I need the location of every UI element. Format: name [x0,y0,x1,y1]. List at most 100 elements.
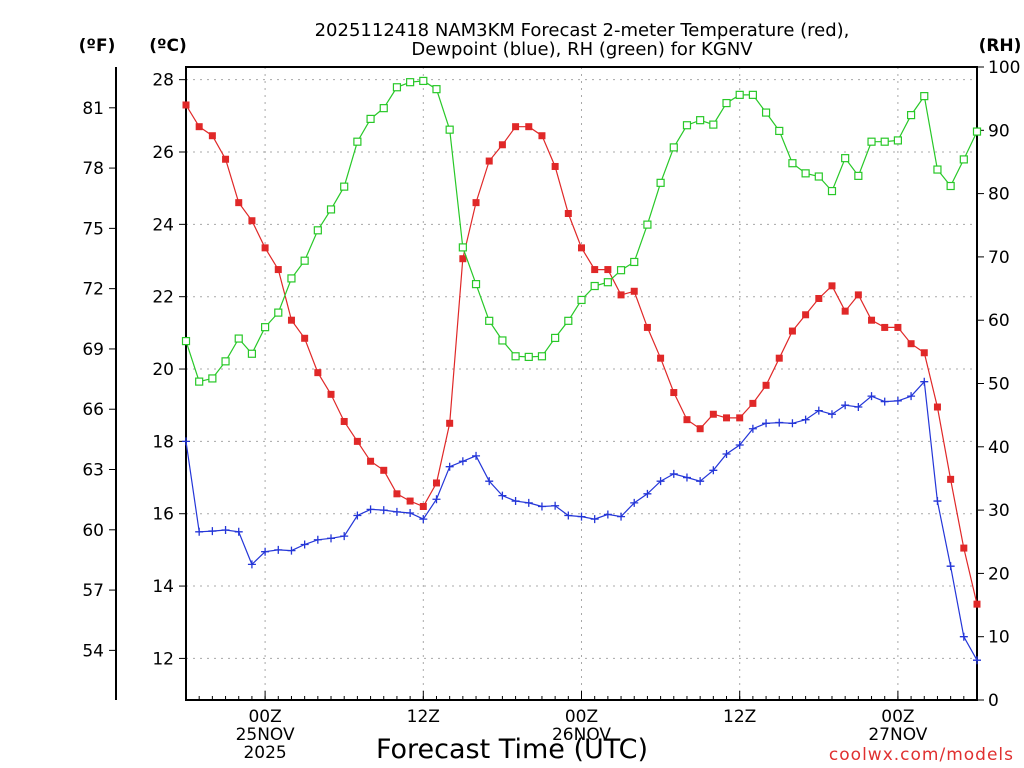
temperature-point [736,414,744,422]
rh-point [814,172,823,181]
rh-point [564,316,573,325]
dewpoint-point [762,419,771,428]
celsius-tick-label: 20 [152,360,174,380]
fahrenheit-tick-label: 75 [82,219,104,239]
temperature-point [854,291,862,299]
fahrenheit-tick-label: 54 [82,641,104,661]
dewpoint-point [801,415,810,424]
rh-point [972,127,982,136]
dewpoint-point [445,462,454,471]
time-tick-label: 00Z [881,707,914,727]
dewpoint-point [537,502,546,511]
celsius-tick-label: 18 [152,432,174,452]
rh-point [722,98,731,108]
rh-point [485,316,494,325]
temperature-point [287,316,295,324]
temperature-point [604,266,612,274]
temperature-point [432,479,440,487]
rh-point [524,352,533,362]
temperature-point [630,287,638,295]
dewpoint-point [907,392,916,401]
temperature-point [907,340,915,348]
celsius-tick-label: 16 [152,505,174,525]
dewpoint-point [814,406,823,415]
temperature-point [367,457,375,465]
dewpoint-point [696,477,705,486]
rh-point [959,155,968,164]
rh-tick-label: 70 [988,248,1010,268]
rh-point [735,90,744,99]
rh-point [537,352,547,361]
dewpoint-point [854,403,863,412]
time-tick-label: 27NOV [868,725,927,745]
celsius-tick-label: 24 [152,215,174,235]
rh-point [893,136,903,145]
dewpoint-point [827,410,836,419]
rh-point [920,92,929,101]
rh-point [208,374,217,383]
time-tick-label: 00Z [248,707,281,727]
temperature-point [340,417,348,425]
rh-tick-label: 50 [988,375,1010,395]
rh-point [709,120,718,129]
x-axis-label: Forecast Time (UTC) [376,734,648,765]
rh-point [234,334,243,343]
rh-point [392,83,402,92]
fahrenheit-tick-label: 60 [82,521,104,541]
temperature-point [525,123,533,131]
temperature-point [762,381,770,389]
series-line [185,380,978,661]
rh-point [590,281,599,291]
temperature-point [261,244,269,252]
dewpoint-point [682,473,691,482]
rh-point [274,308,283,317]
rh-point [775,126,784,136]
rh-tick-label: 10 [988,628,1010,648]
temperature-point [301,334,309,342]
time-tick-label: 2025 [243,743,286,763]
dewpoint-point [709,466,718,475]
rh-point [577,295,586,305]
temperature-point [709,410,717,418]
dewpoint-point [788,419,797,428]
temperature-point [485,157,493,165]
dewpoint-point [735,440,744,449]
temperature-point [775,354,783,362]
rh-point [195,377,204,386]
rh-point [511,352,520,361]
rh-point [261,323,270,332]
fahrenheit-tick-label: 57 [82,581,104,601]
rh-point [880,137,889,146]
rh-point [353,137,362,146]
rh-point [300,256,309,265]
rh-point [682,121,692,130]
rh-point [616,266,626,275]
dewpoint-point [946,562,955,571]
dewpoint-point [340,532,349,541]
fahrenheit-tick-label: 72 [82,280,104,300]
temperature-point [920,349,928,357]
dewpoint-point [617,512,626,521]
rh-point [432,85,441,94]
rh-point [748,90,757,99]
dewpoint-point [959,632,968,641]
temperature-point [551,162,559,170]
rh-point [313,226,322,235]
dewpoint-point [485,477,494,486]
rh-point [247,349,257,358]
fahrenheit-unit-label: (ºF) [79,36,116,56]
fahrenheit-tick-label: 69 [82,340,104,360]
rh-point [841,154,850,163]
dewpoint-point [234,527,243,536]
rh-point [761,108,771,117]
temperature-point [222,155,230,163]
rh-point [458,243,467,252]
temperature-point [195,123,203,131]
rh-tick-label: 20 [988,564,1010,584]
fahrenheit-tick-label: 66 [82,400,104,420]
temperature-point [182,101,190,109]
temperature-point [564,209,572,217]
temperature-point [498,141,506,149]
rh-tick-label: 100 [988,58,1020,78]
temperature-point [512,123,520,131]
